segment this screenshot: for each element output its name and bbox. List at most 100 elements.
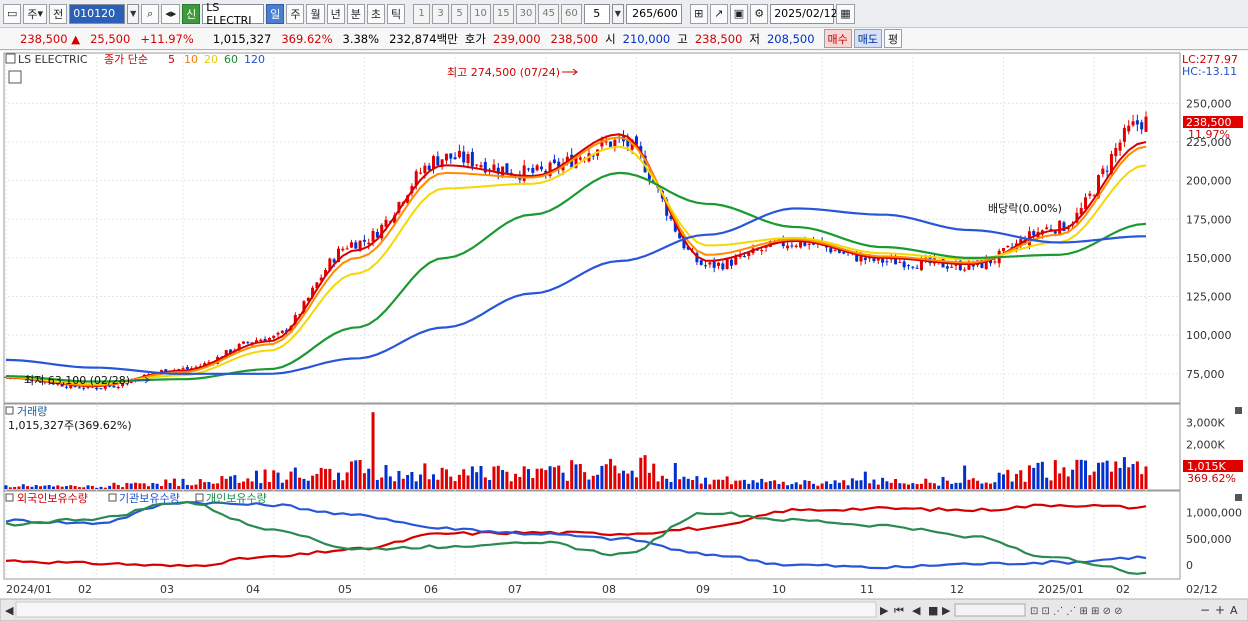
period-second[interactable]: 초 bbox=[366, 3, 385, 24]
ma-line-60 bbox=[5, 171, 1147, 383]
volume-bar bbox=[509, 481, 513, 489]
interval-1[interactable]: 1 bbox=[413, 3, 431, 24]
buy-button[interactable]: 매수 bbox=[823, 29, 852, 48]
draw-tools-icon[interactable]: ↗ bbox=[709, 3, 728, 24]
market-select[interactable]: 주 ▾ bbox=[23, 3, 48, 24]
prev-button[interactable]: 전 bbox=[49, 3, 68, 24]
volume-close-icon[interactable] bbox=[1235, 407, 1242, 414]
stock-chart[interactable]: 250,000 225,000 200,000 175,000 150,000 125,0… bbox=[0, 51, 1248, 621]
volume-bar bbox=[1027, 465, 1031, 489]
interval-5[interactable]: 5 bbox=[451, 3, 469, 24]
candle-body bbox=[1079, 208, 1083, 215]
interval-10[interactable]: 10 bbox=[470, 3, 491, 24]
prev-page-icon[interactable]: ◀ bbox=[912, 604, 921, 617]
period-day[interactable]: 일 bbox=[266, 3, 285, 24]
volume-bar bbox=[56, 485, 60, 489]
range-field[interactable]: 265/600 bbox=[625, 3, 682, 24]
candle-body bbox=[786, 245, 790, 249]
volume-bar bbox=[976, 480, 980, 489]
holdings-close-icon[interactable] bbox=[1235, 494, 1242, 501]
zoom-slider[interactable] bbox=[954, 603, 1026, 617]
volume-bar bbox=[531, 477, 535, 489]
candle-body bbox=[229, 349, 233, 353]
candle-body bbox=[669, 215, 673, 220]
volume-bar bbox=[26, 486, 30, 489]
x-axis-label: 2024/01 bbox=[6, 583, 52, 596]
x-axis-label: 05 bbox=[338, 583, 352, 596]
speaker-icon[interactable]: ◂▸ bbox=[161, 3, 181, 24]
legend-inst-toggle-icon[interactable] bbox=[108, 493, 117, 502]
calendar-icon[interactable]: ▦ bbox=[836, 3, 855, 24]
gear-icon[interactable]: ⚙ bbox=[750, 3, 769, 24]
volume-bar bbox=[250, 481, 254, 489]
volume-bar bbox=[786, 485, 790, 489]
volume-bar bbox=[168, 483, 172, 489]
volume-bar bbox=[777, 484, 781, 489]
sell-button[interactable]: 매도 bbox=[853, 29, 883, 48]
volume-bar bbox=[971, 478, 975, 489]
x-axis-label: 04 bbox=[246, 583, 260, 596]
legend-ind-toggle-icon[interactable] bbox=[195, 493, 204, 502]
period-month[interactable]: 월 bbox=[306, 3, 325, 24]
volume-bar bbox=[617, 473, 621, 489]
candle-body bbox=[1101, 168, 1105, 175]
date-input[interactable]: 2025/02/12 bbox=[770, 3, 838, 24]
scroll-right-icon[interactable]: ▶ bbox=[880, 604, 889, 617]
eval-button[interactable]: 평 bbox=[884, 29, 903, 48]
volume-bar bbox=[216, 483, 220, 489]
zoom-in-icon[interactable]: + bbox=[1215, 603, 1225, 617]
period-year[interactable]: 년 bbox=[326, 3, 345, 24]
new-badge[interactable]: 신 bbox=[182, 3, 201, 24]
period-tick[interactable]: 틱 bbox=[386, 3, 406, 24]
holdings-toggle-icon[interactable] bbox=[5, 493, 14, 502]
x-axis-label: 06 bbox=[424, 583, 438, 596]
chart-tools-icon[interactable]: ⊞ bbox=[689, 3, 708, 24]
scroll-left-icon[interactable]: ◀ bbox=[5, 604, 14, 617]
volume-bar bbox=[829, 483, 833, 489]
holdings-line-1 bbox=[5, 500, 1147, 570]
legend-toggle-icon[interactable] bbox=[5, 53, 16, 64]
count-dropdown-icon[interactable]: ▼ bbox=[611, 3, 624, 24]
volume-bar bbox=[1053, 460, 1057, 489]
min-arrow-icon bbox=[134, 376, 150, 384]
stock-code-input[interactable]: 010120 bbox=[69, 3, 126, 24]
volume-bar bbox=[1040, 461, 1044, 489]
volume-bar bbox=[289, 471, 293, 489]
grid-toggle-icon[interactable] bbox=[8, 70, 22, 84]
open-label: 시 bbox=[605, 31, 616, 46]
volume-bar bbox=[669, 481, 673, 489]
stop-icon[interactable]: ■ bbox=[928, 604, 938, 617]
candle-body bbox=[406, 195, 410, 204]
interval-15[interactable]: 15 bbox=[492, 3, 514, 24]
interval-45[interactable]: 45 bbox=[538, 3, 560, 24]
interval-30[interactable]: 30 bbox=[515, 3, 537, 24]
volume-bar bbox=[1127, 467, 1131, 489]
volume-toggle-icon[interactable] bbox=[5, 406, 14, 415]
code-dropdown-icon[interactable]: ▼ bbox=[127, 3, 140, 24]
count-select[interactable]: 5 bbox=[583, 3, 610, 24]
search-icon[interactable]: ⌕ bbox=[141, 3, 160, 24]
first-page-icon[interactable]: ⏮ bbox=[894, 604, 904, 617]
next-page-icon[interactable]: ▶ bbox=[942, 604, 951, 617]
candle-body bbox=[419, 172, 423, 174]
period-minute[interactable]: 분 bbox=[346, 3, 365, 24]
volume-bar bbox=[147, 486, 150, 489]
save-icon[interactable]: ▣ bbox=[729, 3, 749, 24]
window-menu-button[interactable]: ▭ bbox=[3, 3, 22, 24]
zoom-out-icon[interactable]: − bbox=[1200, 603, 1210, 617]
interval-60[interactable]: 60 bbox=[561, 3, 582, 24]
volume-bar bbox=[1097, 462, 1100, 489]
candle-body bbox=[837, 250, 841, 253]
candle-body bbox=[634, 136, 638, 145]
volume-bar bbox=[319, 467, 323, 489]
chart-options-icons[interactable]: ⊡ ⊡ ⋰ ⋰ ⊞ ⊞ ⊘ ⊘ bbox=[1030, 606, 1123, 617]
x-axis-label: 07 bbox=[508, 583, 522, 596]
scrollbar-track[interactable] bbox=[15, 601, 877, 618]
interval-3[interactable]: 3 bbox=[432, 3, 450, 24]
volume-bar bbox=[1075, 459, 1079, 489]
period-week[interactable]: 주 bbox=[286, 3, 305, 24]
volume-bar bbox=[272, 470, 276, 489]
font-size-icon[interactable]: A bbox=[1230, 604, 1238, 617]
candle-body bbox=[742, 255, 746, 257]
hoga-label: 호가 bbox=[464, 31, 486, 46]
